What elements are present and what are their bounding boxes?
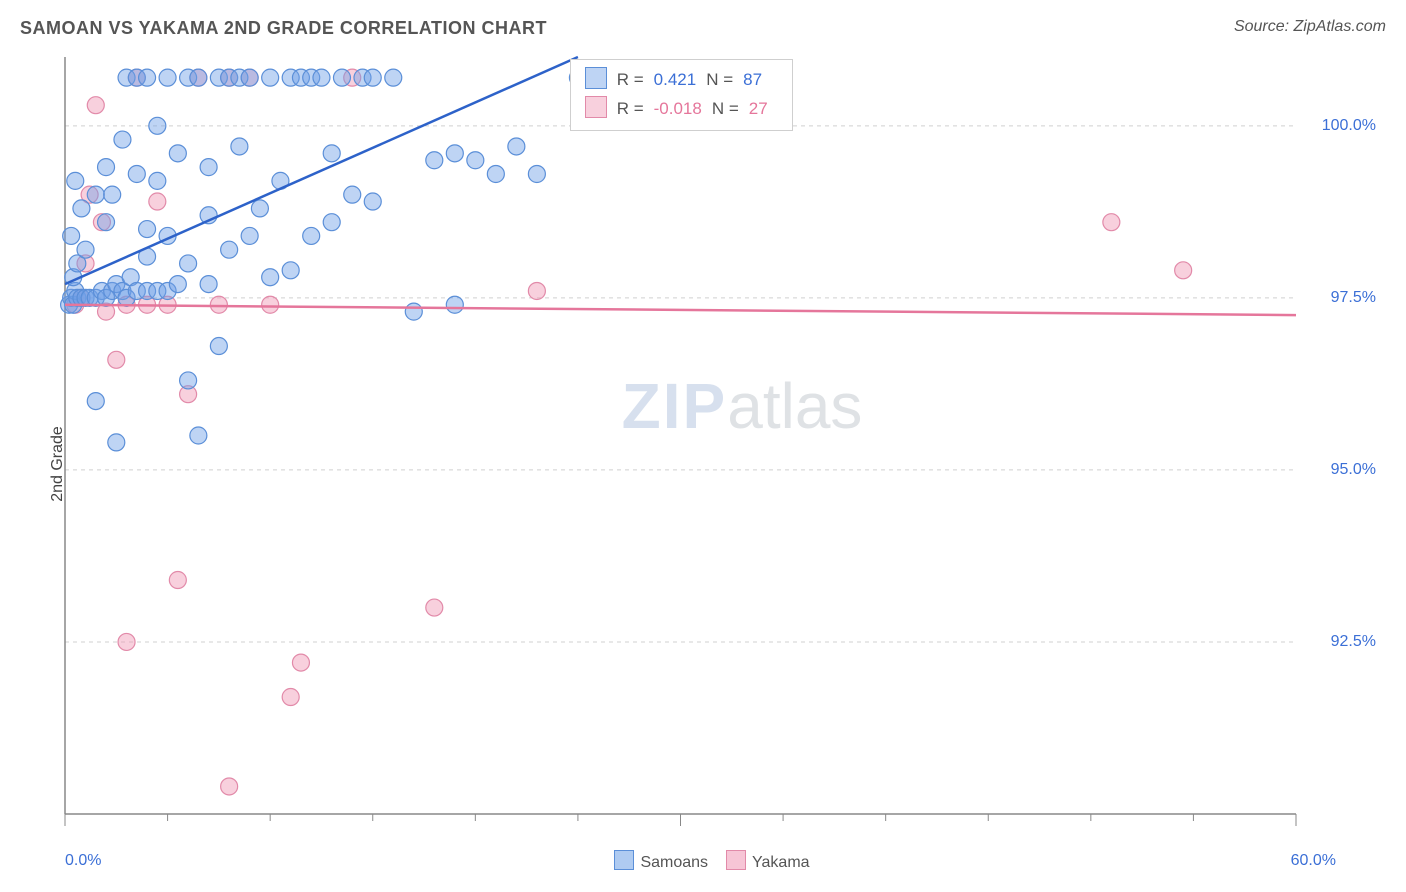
source-label: Source: ZipAtlas.com (1234, 18, 1386, 36)
stat-label-r: R = (617, 70, 644, 89)
legend-bottom: Samoans Yakama (20, 850, 1386, 872)
plot-area: 2nd Grade ZIPatlas 0.0% 60.0% SamoansYak… (20, 55, 1386, 872)
stat-row: R = -0.018 N = 27 (585, 95, 778, 124)
legend-swatch (726, 850, 746, 870)
legend-swatch (614, 850, 634, 870)
y-tick-label: 95.0% (1331, 461, 1376, 479)
scatter-chart: ZIPatlas (60, 55, 1386, 832)
stat-value-r: -0.018 (654, 99, 702, 118)
stat-swatch (585, 96, 607, 118)
y-tick-label: 92.5% (1331, 633, 1376, 651)
stat-label-n: N = (706, 70, 733, 89)
svg-text:ZIPatlas: ZIPatlas (622, 370, 863, 442)
stat-label-n: N = (712, 99, 739, 118)
legend-label: Samoans (640, 854, 708, 871)
y-tick-label: 97.5% (1331, 289, 1376, 307)
chart-title: SAMOAN VS YAKAMA 2ND GRADE CORRELATION C… (20, 18, 547, 38)
stat-row: R = 0.421 N = 87 (585, 66, 778, 95)
stat-value-n: 27 (749, 99, 768, 118)
y-tick-label: 100.0% (1322, 117, 1376, 135)
correlation-stat-box: R =0.421N =87R =-0.018N =27 (570, 59, 793, 131)
stat-value-n: 87 (743, 70, 762, 89)
stat-swatch (585, 67, 607, 89)
stat-value-r: 0.421 (654, 70, 697, 89)
chart-header: SAMOAN VS YAKAMA 2ND GRADE CORRELATION C… (20, 18, 1386, 48)
legend-label: Yakama (752, 854, 810, 871)
stat-label-r: R = (617, 99, 644, 118)
